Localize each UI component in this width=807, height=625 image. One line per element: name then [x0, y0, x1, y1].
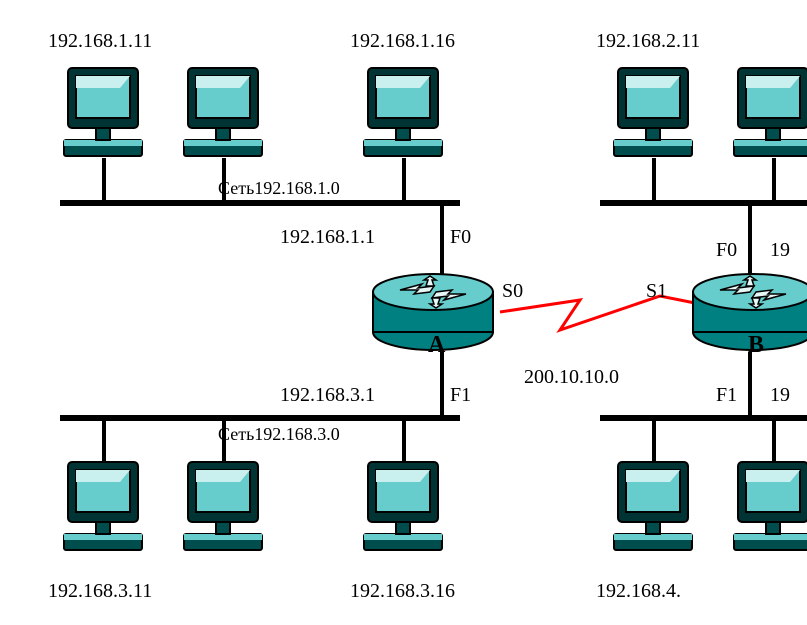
drop-rA-f0 [440, 206, 444, 276]
pc-3-11 [60, 460, 146, 552]
label-rA-s0: S0 [502, 280, 523, 303]
label-rAf1: F1 [450, 384, 471, 407]
bus-net2 [600, 200, 807, 206]
label-ip-3-16: 192.168.3.16 [350, 580, 455, 603]
pc-icon [730, 460, 807, 552]
router-a-label: A [428, 332, 445, 359]
drop-rB-f0 [748, 206, 752, 276]
label-rAf0-ip: 192.168.1.1 [280, 226, 375, 249]
bus-net1 [60, 200, 460, 206]
label-ip-3-11: 192.168.3.11 [48, 580, 152, 603]
label-ip-1-11: 192.168.1.11 [48, 30, 152, 53]
pc-2-na [730, 66, 807, 158]
drop-pc42 [772, 421, 776, 461]
pc-4-na [730, 460, 807, 552]
router-b-label: B [748, 332, 764, 359]
label-net-1: Сеть192.168.1.0 [218, 178, 340, 199]
drop-pc13 [402, 158, 406, 200]
label-rBf0-ip: 19 [770, 239, 790, 262]
pc-3-16 [360, 460, 446, 552]
drop-rA-f1 [440, 352, 444, 415]
label-rB-s1: S1 [646, 280, 667, 303]
pc-icon [730, 66, 807, 158]
pc-icon [180, 66, 266, 158]
drop-pc11 [102, 158, 106, 200]
drop-pc33 [402, 421, 406, 461]
label-wan: 200.10.10.0 [524, 366, 619, 389]
pc-icon [60, 460, 146, 552]
label-rBf1: F1 [716, 384, 737, 407]
pc-4-11 [610, 460, 696, 552]
pc-icon [360, 460, 446, 552]
drop-pc22 [772, 158, 776, 200]
pc-2-11 [610, 66, 696, 158]
pc-icon [360, 66, 446, 158]
drop-pc31 [102, 421, 106, 461]
drop-pc41 [652, 421, 656, 461]
pc-3-na [180, 460, 266, 552]
pc-1-16 [360, 66, 446, 158]
label-rAf0: F0 [450, 226, 471, 249]
pc-icon [60, 66, 146, 158]
label-ip-4-x: 192.168.4. [596, 580, 681, 603]
pc-icon [610, 460, 696, 552]
label-rBf1-ip: 19 [770, 384, 790, 407]
drop-rB-f1 [748, 352, 752, 415]
pc-1-na [180, 66, 266, 158]
label-ip-2-11: 192.168.2.11 [596, 30, 700, 53]
bus-net3 [60, 415, 460, 421]
label-net-3: Сеть192.168.3.0 [218, 424, 340, 445]
pc-icon [180, 460, 266, 552]
pc-icon [610, 66, 696, 158]
label-rAf1-ip: 192.168.3.1 [280, 384, 375, 407]
label-ip-1-16: 192.168.1.16 [350, 30, 455, 53]
label-rBf0: F0 [716, 239, 737, 262]
drop-pc21 [652, 158, 656, 200]
pc-1-11 [60, 66, 146, 158]
network-diagram: A B 192.168.1.11 192.168.1.16 192.168.2.11 С… [0, 0, 807, 625]
